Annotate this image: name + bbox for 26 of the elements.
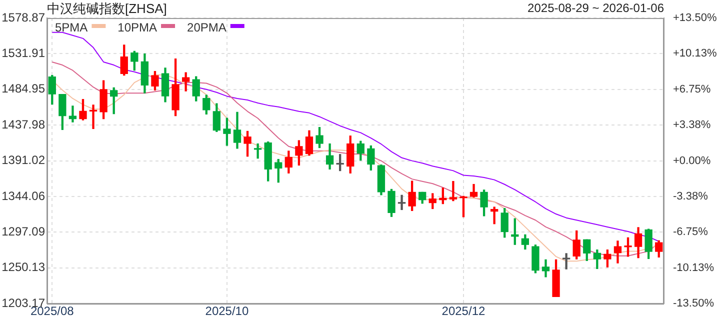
y-tick-label: 1484.95 (2, 82, 46, 96)
candlestick (449, 181, 458, 202)
y2-tick-label: -3.38% (673, 190, 708, 203)
y2-tick-label: -13.50% (673, 298, 714, 310)
x-tick-label: 2025/10 (205, 304, 249, 318)
y-tick-label: 1531.91 (2, 46, 46, 60)
chart-title: 中汉纯碱指数[ZHSA] (47, 0, 167, 18)
y-tick-label: 1344.06 (2, 188, 46, 203)
y2-tick-label: -6.75% (673, 226, 708, 238)
y-tick-label: 1250.13 (2, 260, 46, 274)
legend-label: 10PMA (118, 20, 158, 34)
chart-subtitle: 2025-08-29 ~ 2026-01-06 (528, 1, 664, 15)
y-tick-label: 1437.98 (2, 117, 46, 132)
y2-tick-label: +10.13% (673, 48, 717, 60)
legend-label: 20PMA (187, 20, 226, 34)
x-tick-label: 2025/12 (442, 304, 486, 318)
y-tick-label: 1297.09 (2, 224, 46, 239)
legend-label: 5PMA (55, 20, 88, 34)
y-tick-label: 1578.87 (2, 10, 46, 24)
y2-tick-label: +13.50% (673, 12, 717, 24)
y2-tick-label: +0.00% (673, 154, 711, 167)
y2-tick-label: +3.38% (673, 119, 711, 132)
y-tick-label: 1391.02 (2, 153, 46, 168)
y2-tick-label: -10.13% (673, 262, 714, 274)
y2-tick-label: +6.75% (673, 83, 711, 96)
candlestick (490, 206, 498, 224)
